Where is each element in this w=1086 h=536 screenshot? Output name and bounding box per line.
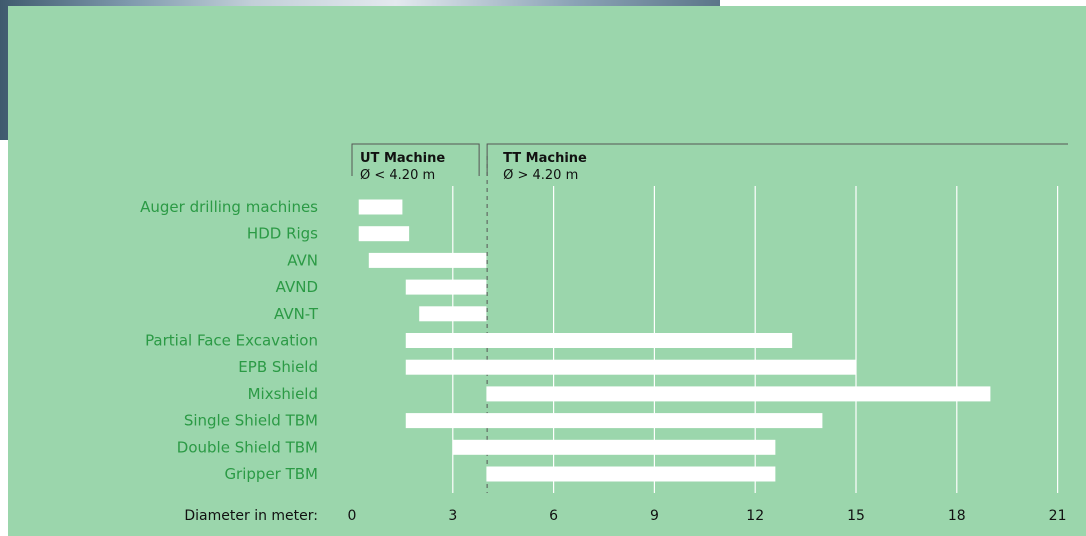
range-bar <box>405 333 793 348</box>
range-bar <box>405 413 823 429</box>
range-bar <box>486 386 991 402</box>
category-label: Mixshield <box>248 385 318 403</box>
category-label: HDD Rigs <box>247 225 318 243</box>
category-label: Double Shield TBM <box>177 438 318 456</box>
category-label: Gripper TBM <box>224 465 318 483</box>
range-bar <box>405 279 487 295</box>
x-tick-label: 12 <box>746 508 764 524</box>
ut-zone-title: UT Machine <box>360 151 445 166</box>
category-label: AVN-T <box>274 305 319 323</box>
range-bar <box>486 466 776 482</box>
x-tick-label: 21 <box>1049 508 1067 524</box>
range-bar <box>419 306 487 322</box>
range-bar-chart: UT Machine Ø < 4.20 m TT Machine Ø > 4.20 m… <box>140 143 1068 524</box>
x-axis-title: Diameter in meter: <box>184 508 318 524</box>
chart-panel: UT Machine Ø < 4.20 m TT Machine Ø > 4.20 m… <box>8 6 1086 536</box>
range-bar <box>368 252 487 268</box>
range-bar <box>358 199 403 215</box>
category-label: EPB Shield <box>238 358 318 376</box>
range-bar <box>405 359 856 375</box>
category-label: Auger drilling machines <box>140 198 318 216</box>
category-label: AVND <box>276 278 318 296</box>
range-bar <box>358 226 410 242</box>
x-tick-label: 15 <box>847 508 865 524</box>
x-tick-label: 9 <box>650 508 659 524</box>
tt-zone-title: TT Machine <box>503 151 587 166</box>
category-label: Single Shield TBM <box>184 412 318 430</box>
x-tick-label: 6 <box>549 508 558 524</box>
x-tick-label: 0 <box>348 508 357 524</box>
category-label: AVN <box>287 251 318 269</box>
x-tick-label: 3 <box>448 508 457 524</box>
x-tick-label: 18 <box>948 508 966 524</box>
ut-zone-bracket <box>351 143 480 176</box>
ut-zone-subtitle: Ø < 4.20 m <box>360 168 435 183</box>
category-label: Partial Face Excavation <box>145 332 318 350</box>
tt-zone-subtitle: Ø > 4.20 m <box>503 168 578 183</box>
tt-zone-bracket <box>486 143 1068 176</box>
range-bar <box>452 439 776 455</box>
